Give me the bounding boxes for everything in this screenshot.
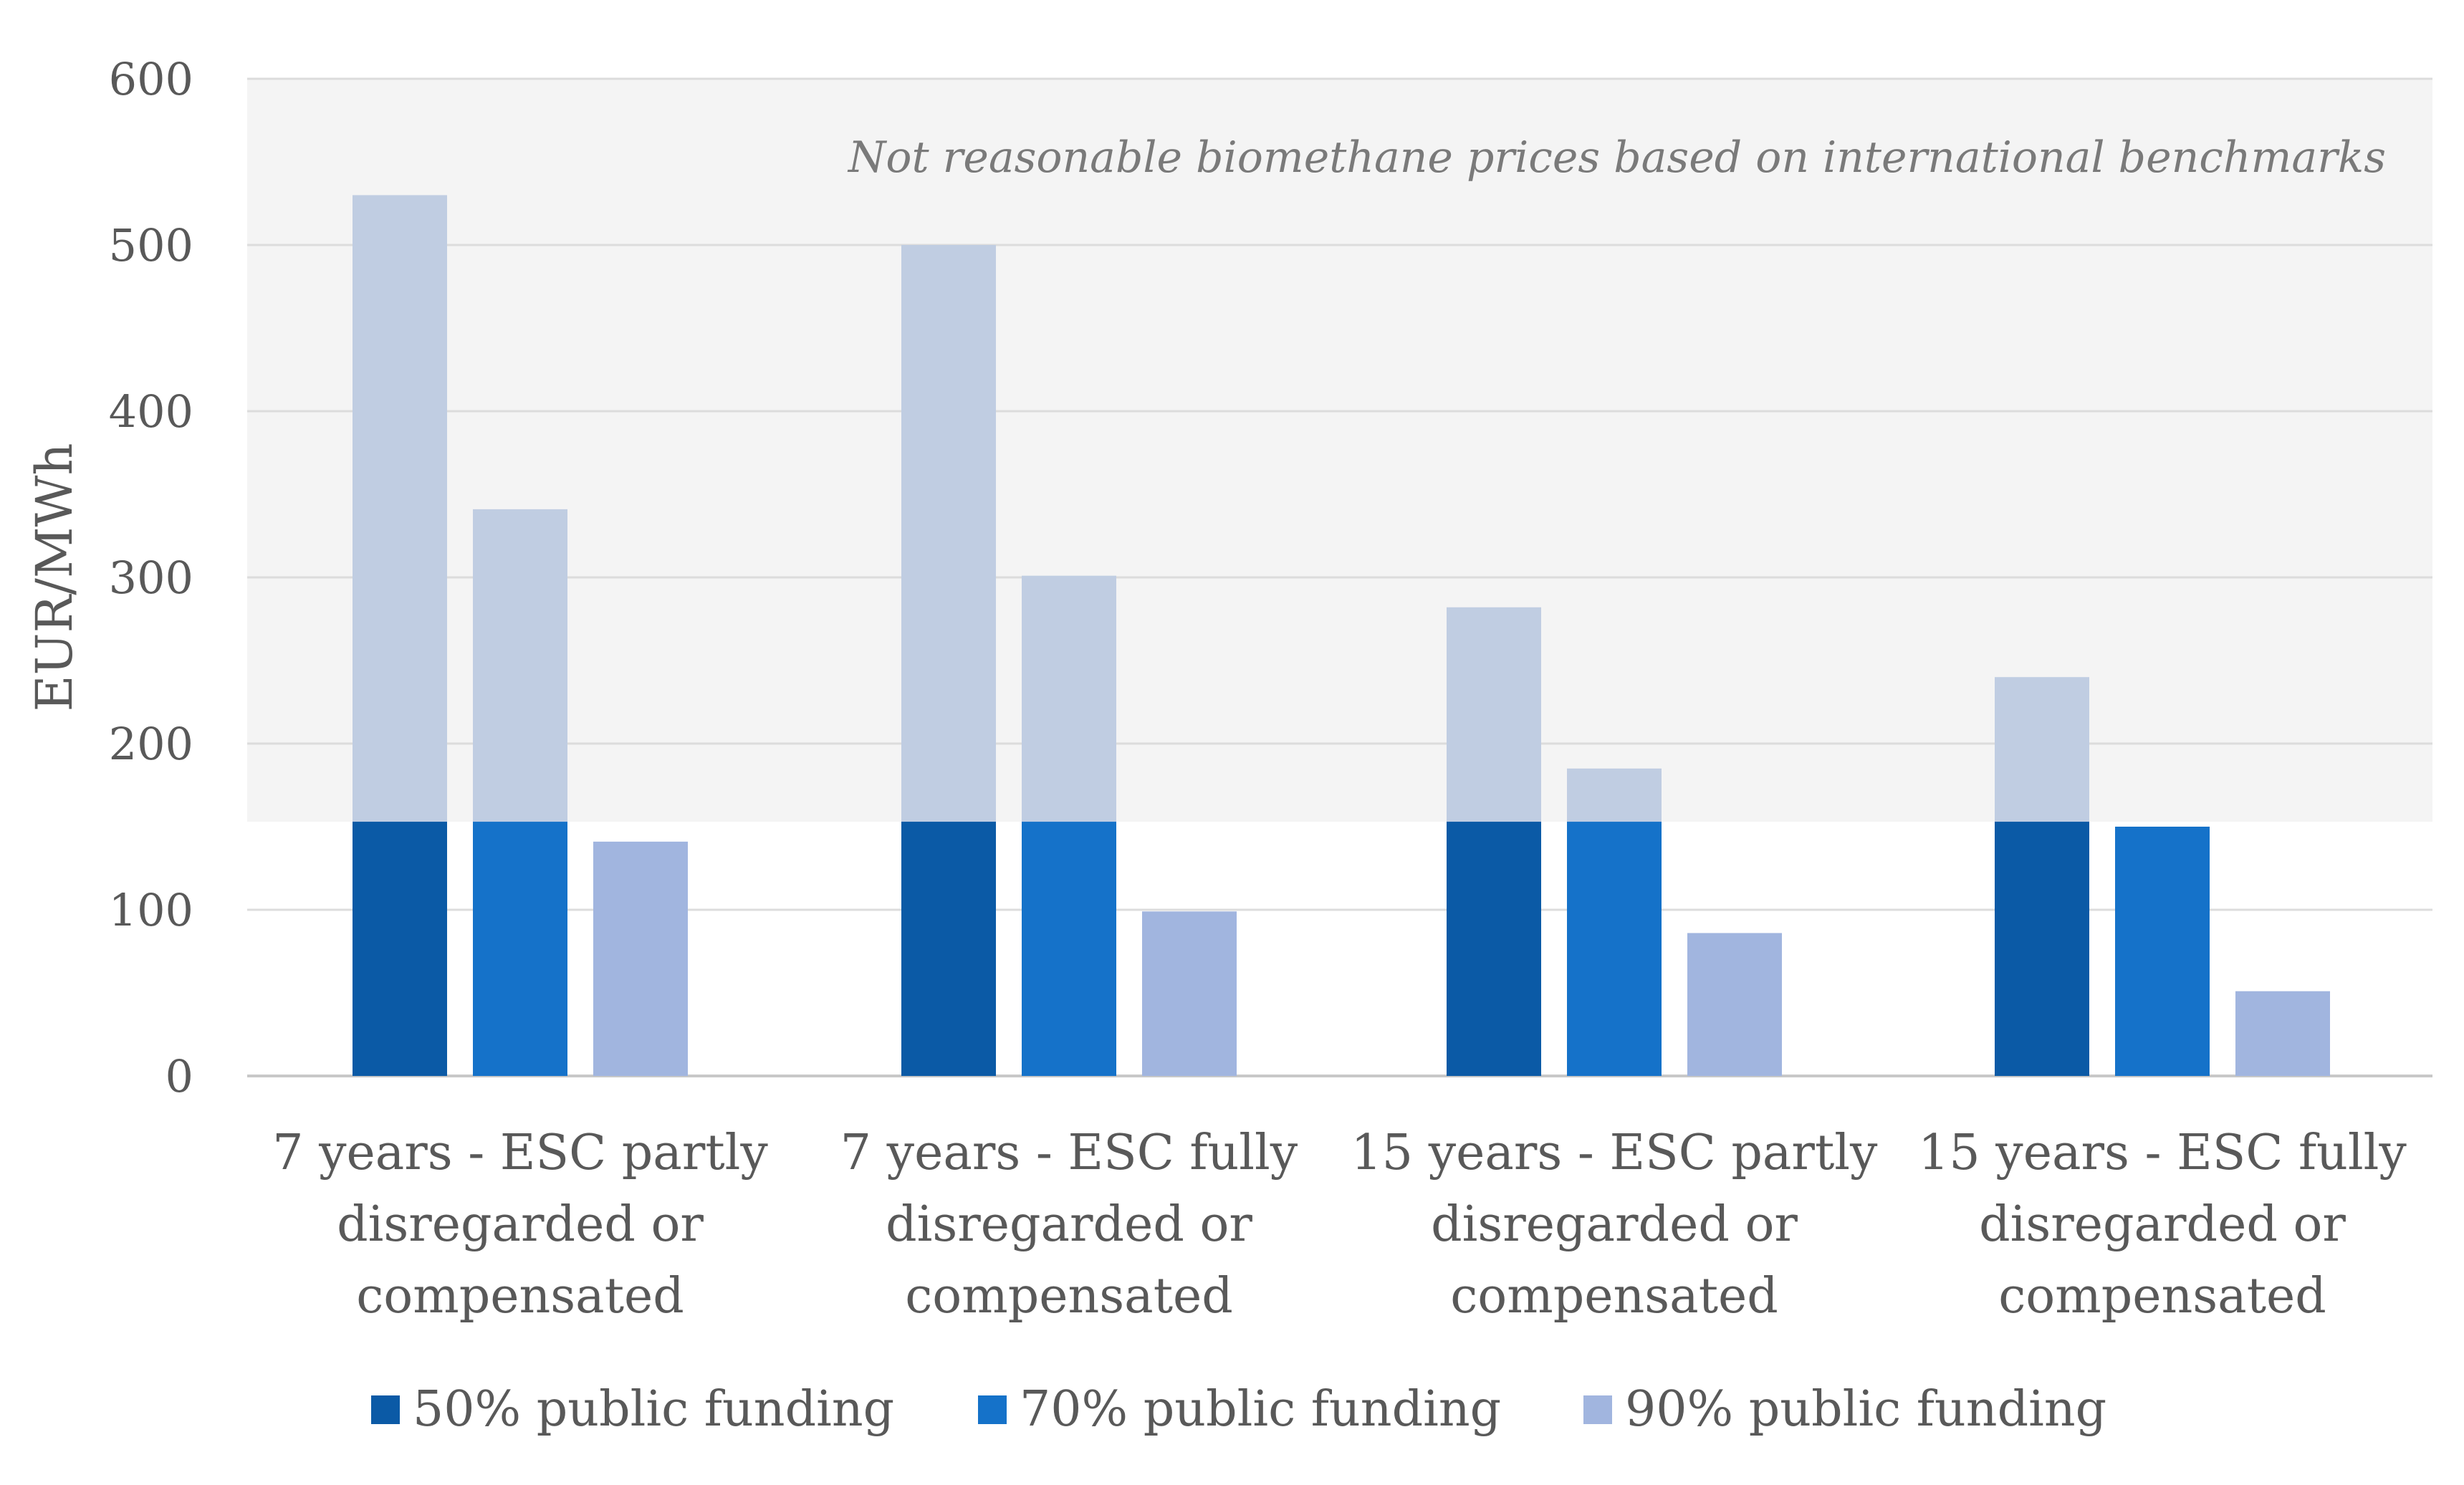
- bar: [2235, 991, 2330, 1076]
- bar: [1022, 822, 1116, 1076]
- legend-swatch: [371, 1395, 400, 1424]
- legend-label: 70% public funding: [1020, 1381, 1501, 1438]
- x-category-label: disregarded or: [1979, 1196, 2346, 1253]
- bar-unreasonable-portion: [353, 195, 447, 822]
- y-tick-label: 100: [109, 884, 193, 936]
- bar-unreasonable-portion: [1022, 575, 1116, 822]
- x-category-label: compensated: [1998, 1268, 2326, 1325]
- y-tick-label: 0: [166, 1050, 193, 1102]
- bar-unreasonable-portion: [1447, 607, 1541, 822]
- x-category-label: 15 years - ESC fully: [1918, 1125, 2407, 1181]
- bar-unreasonable-portion: [901, 245, 996, 822]
- legend-label: 50% public funding: [413, 1381, 894, 1438]
- bar-unreasonable-portion: [1567, 768, 1662, 822]
- x-category-label: compensated: [1450, 1268, 1778, 1325]
- y-tick-label: 500: [109, 219, 193, 271]
- y-axis-title: EUR/MWh: [25, 443, 84, 711]
- bar: [473, 822, 567, 1076]
- bar: [353, 822, 447, 1076]
- bar: [901, 822, 996, 1076]
- unreasonable-price-zone: [247, 79, 2432, 822]
- bar: [1995, 822, 2089, 1076]
- x-category-label: disregarded or: [337, 1196, 704, 1253]
- y-tick-label: 300: [109, 552, 193, 604]
- y-tick-label: 600: [109, 53, 193, 105]
- y-tick-label: 200: [109, 718, 193, 770]
- bar: [593, 841, 688, 1076]
- bar: [2115, 827, 2210, 1076]
- x-category-label: compensated: [905, 1268, 1233, 1325]
- x-category-label: 7 years - ESC partly: [272, 1125, 768, 1181]
- legend-swatch: [978, 1395, 1007, 1424]
- bar: [1567, 822, 1662, 1076]
- bar: [1687, 933, 1782, 1076]
- bar: [1142, 911, 1237, 1076]
- y-tick-label: 400: [109, 385, 193, 438]
- legend-swatch: [1583, 1395, 1612, 1424]
- x-category-label: compensated: [356, 1268, 684, 1325]
- x-category-label: disregarded or: [886, 1196, 1252, 1253]
- bar-unreasonable-portion: [1995, 677, 2089, 822]
- legend-label: 90% public funding: [1625, 1381, 2106, 1438]
- bar: [1447, 822, 1541, 1076]
- x-category-label: 15 years - ESC partly: [1351, 1125, 1878, 1181]
- bar-unreasonable-portion: [473, 509, 567, 822]
- x-category-label: disregarded or: [1431, 1196, 1798, 1253]
- x-category-label: 7 years - ESC fully: [840, 1125, 1298, 1181]
- annotation-label: Not reasonable biomethane prices based o…: [847, 133, 2386, 183]
